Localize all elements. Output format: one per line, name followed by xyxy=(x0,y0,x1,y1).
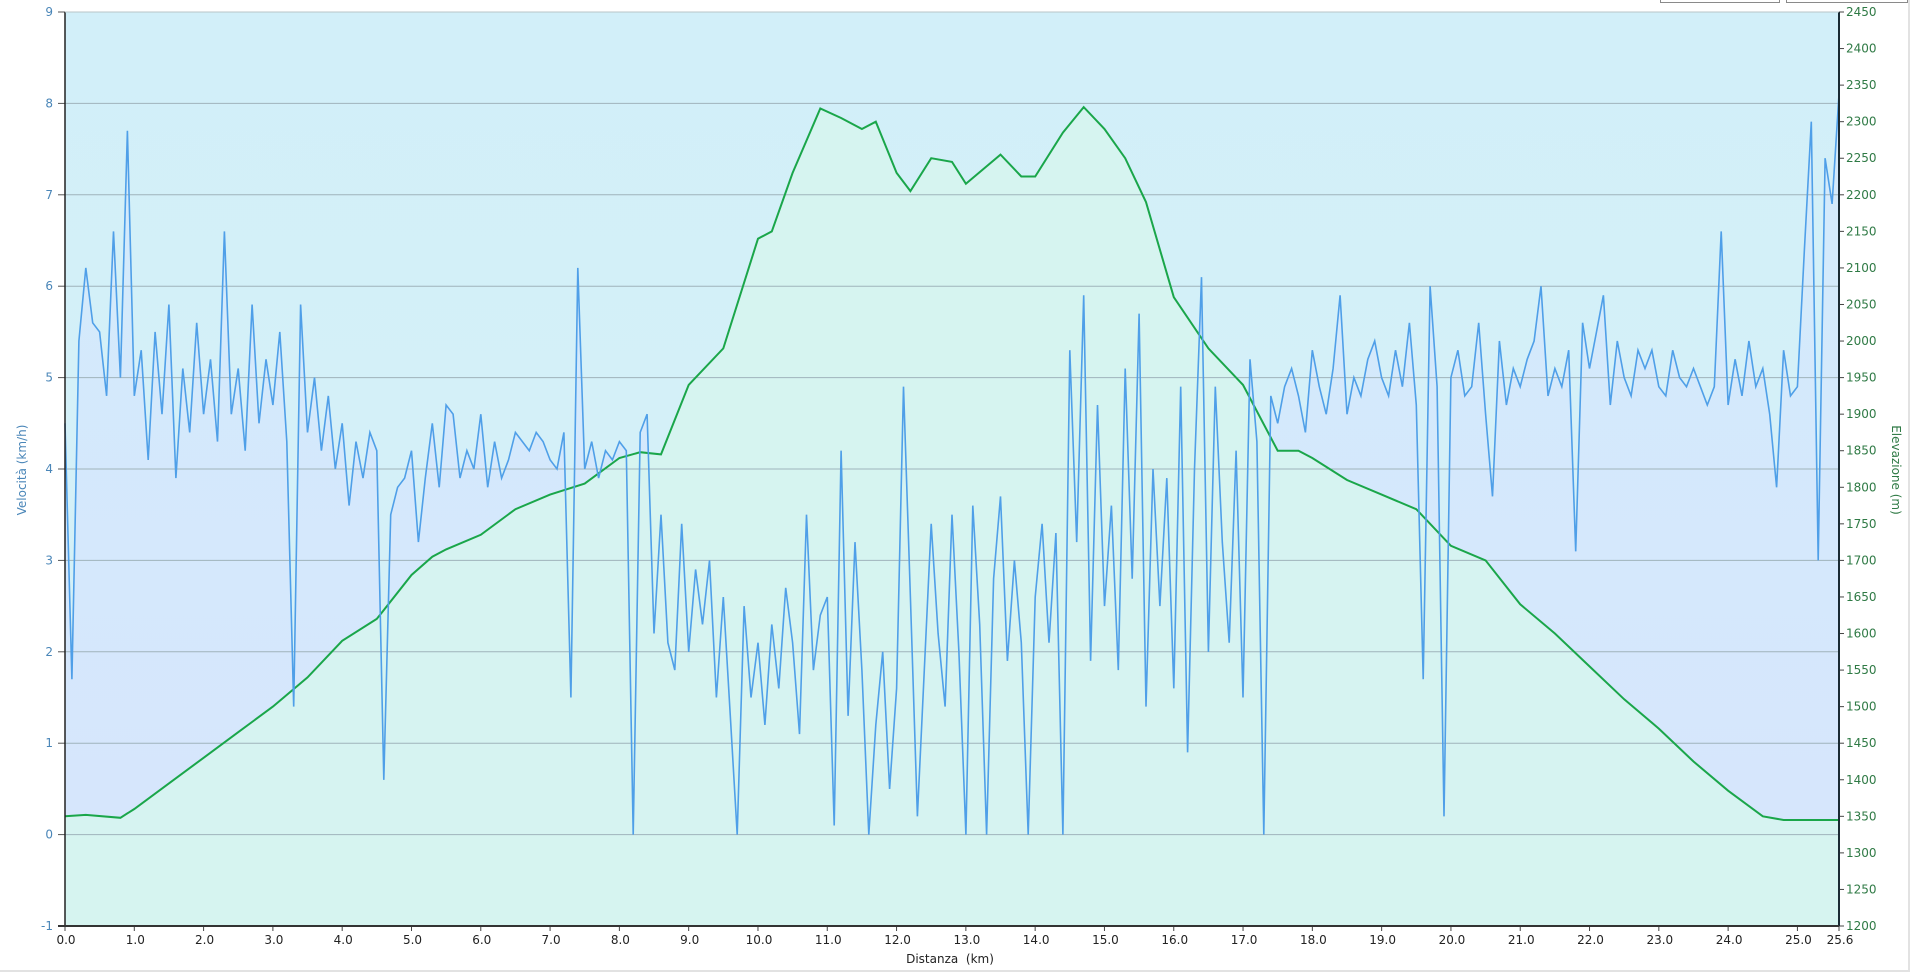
x-tick-label: 22.0 xyxy=(1577,933,1604,947)
x-tick-label: 3.0 xyxy=(264,933,283,947)
right-tick-label: 1450 xyxy=(1846,736,1877,750)
right-tick-label: 2300 xyxy=(1846,115,1877,129)
right-tick-label: 2400 xyxy=(1846,42,1877,56)
x-tick-label: 18.0 xyxy=(1300,933,1327,947)
toolbar-button-1[interactable] xyxy=(1660,0,1780,3)
right-tick-label: 1200 xyxy=(1846,919,1877,933)
right-tick-label: 1500 xyxy=(1846,700,1877,714)
right-tick-label: 2000 xyxy=(1846,334,1877,348)
x-tick-label: 17.0 xyxy=(1231,933,1258,947)
x-tick-label: 15.0 xyxy=(1092,933,1119,947)
x-tick-label: 10.0 xyxy=(746,933,773,947)
elevation-line xyxy=(64,105,1839,821)
x-tick-label: 25.0 xyxy=(1785,933,1812,947)
right-tick-label: 1650 xyxy=(1846,590,1877,604)
left-tick-label: 5 xyxy=(45,371,53,385)
right-tick-label: 2100 xyxy=(1846,261,1877,275)
left-tick-label: 3 xyxy=(45,553,53,567)
right-tick-label: 1950 xyxy=(1846,371,1877,385)
x-tick-label: 9.0 xyxy=(680,933,699,947)
right-tick-label: 1600 xyxy=(1846,627,1877,641)
right-tick-label: 1250 xyxy=(1846,882,1877,896)
left-tick-label: -1 xyxy=(41,919,53,933)
x-tick-label: 5.0 xyxy=(403,933,422,947)
left-axis-label: Velocità (km/h) xyxy=(15,425,29,516)
right-tick-label: 2050 xyxy=(1846,297,1877,311)
toolbar-button-2[interactable] xyxy=(1786,0,1908,3)
left-tick-label: 1 xyxy=(45,736,53,750)
right-tick-label: 1900 xyxy=(1846,407,1877,421)
right-tick-label: 1550 xyxy=(1846,663,1877,677)
right-tick-label: 2200 xyxy=(1846,188,1877,202)
grid-lines xyxy=(65,102,1839,836)
axes: -1 0 1 2 3 4 5 6 7 8 9 1200 1250 1300 1350 1400 1450 1500… xyxy=(41,5,1877,947)
left-tick-label: 4 xyxy=(45,462,53,476)
right-tick-label: 1750 xyxy=(1846,517,1877,531)
right-tick-label: 1300 xyxy=(1846,846,1877,860)
x-tick-label: 11.0 xyxy=(815,933,842,947)
right-tick-label: 1700 xyxy=(1846,553,1877,567)
x-tick-label: 25.6 xyxy=(1827,933,1854,947)
left-tick-label: 9 xyxy=(45,5,53,19)
x-tick-label: 19.0 xyxy=(1369,933,1396,947)
x-tick-label: 16.0 xyxy=(1161,933,1188,947)
x-tick-label: 0.0 xyxy=(56,933,75,947)
right-axis-label: Elevazione (m) xyxy=(1889,425,1903,515)
left-tick-label: 6 xyxy=(45,279,53,293)
x-tick-label: 13.0 xyxy=(954,933,981,947)
x-tick-label: 20.0 xyxy=(1439,933,1466,947)
x-tick-label: 12.0 xyxy=(884,933,911,947)
left-tick-label: 2 xyxy=(45,645,53,659)
right-tick-label: 1800 xyxy=(1846,480,1877,494)
x-tick-label: 14.0 xyxy=(1023,933,1050,947)
left-tick-label: 8 xyxy=(45,96,53,110)
right-tick-label: 1850 xyxy=(1846,444,1877,458)
x-tick-label: 1.0 xyxy=(126,933,145,947)
x-tick-label: 2.0 xyxy=(195,933,214,947)
x-axis-label: Distanza (km) xyxy=(906,952,994,966)
right-tick-label: 2150 xyxy=(1846,224,1877,238)
x-tick-label: 23.0 xyxy=(1646,933,1673,947)
right-tick-label: 2250 xyxy=(1846,151,1877,165)
x-tick-label: 4.0 xyxy=(334,933,353,947)
right-tick-label: 2450 xyxy=(1846,5,1877,19)
x-tick-label: 6.0 xyxy=(472,933,491,947)
x-tick-label: 7.0 xyxy=(542,933,561,947)
x-tick-label: 21.0 xyxy=(1508,933,1535,947)
right-tick-label: 1400 xyxy=(1846,773,1877,787)
left-tick-label: 0 xyxy=(45,828,53,842)
speed-line xyxy=(64,94,1840,835)
right-tick-label: 2350 xyxy=(1846,78,1877,92)
x-tick-label: 24.0 xyxy=(1716,933,1743,947)
left-tick-label: 7 xyxy=(45,188,53,202)
right-tick-label: 1350 xyxy=(1846,809,1877,823)
x-tick-label: 8.0 xyxy=(611,933,630,947)
